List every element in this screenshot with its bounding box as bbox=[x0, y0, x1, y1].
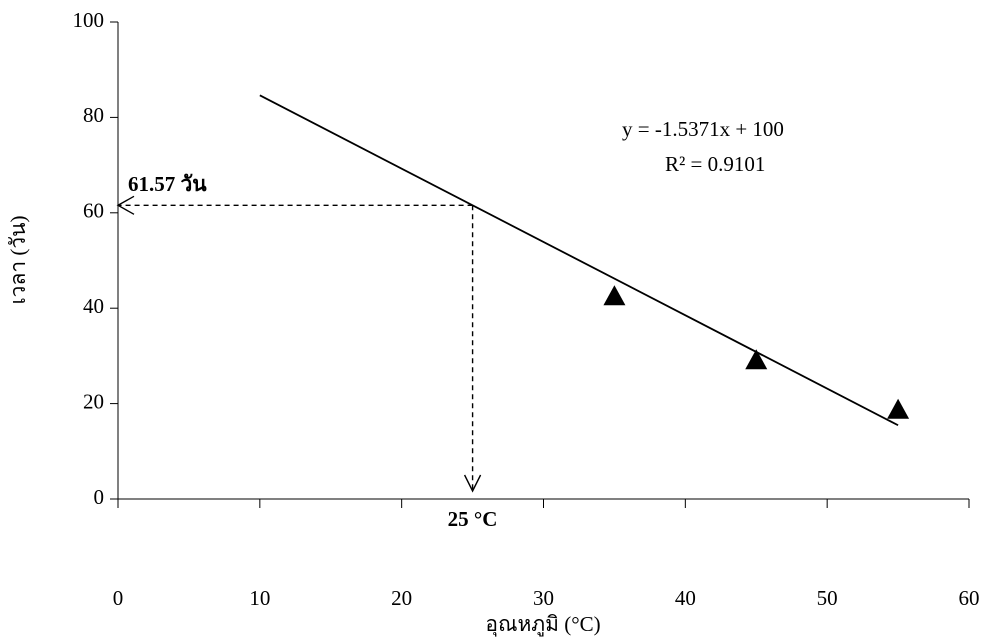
x-tick-label: 20 bbox=[391, 586, 412, 610]
y-tick-label: 20 bbox=[83, 389, 104, 413]
marker-x-label: 25 °C bbox=[448, 507, 498, 531]
x-tick-label: 60 bbox=[959, 586, 980, 610]
data-point bbox=[603, 285, 625, 305]
x-tick-label: 30 bbox=[533, 586, 554, 610]
trend-equation: y = -1.5371x + 100 bbox=[622, 117, 784, 141]
x-tick-label: 10 bbox=[249, 586, 270, 610]
x-tick-label: 40 bbox=[675, 586, 696, 610]
trendline bbox=[260, 95, 898, 425]
y-tick-label: 100 bbox=[73, 8, 105, 32]
data-point bbox=[745, 349, 767, 369]
y-tick-label: 60 bbox=[83, 199, 104, 223]
y-tick-label: 80 bbox=[83, 103, 104, 127]
marker-y-label: 61.57 วัน bbox=[128, 172, 207, 196]
x-tick-label: 0 bbox=[113, 586, 124, 610]
data-point bbox=[887, 399, 909, 419]
y-tick-label: 0 bbox=[94, 485, 105, 509]
r-squared: R² = 0.9101 bbox=[665, 152, 765, 176]
y-tick-label: 40 bbox=[83, 294, 104, 318]
chart: อุณหภูมิ (°C) เวลา (วัน) y = -1.5371x + … bbox=[0, 0, 987, 641]
x-tick-label: 50 bbox=[817, 586, 838, 610]
x-axis-label: อุณหภูมิ (°C) bbox=[485, 612, 600, 637]
y-axis-label: เวลา (วัน) bbox=[6, 215, 30, 304]
